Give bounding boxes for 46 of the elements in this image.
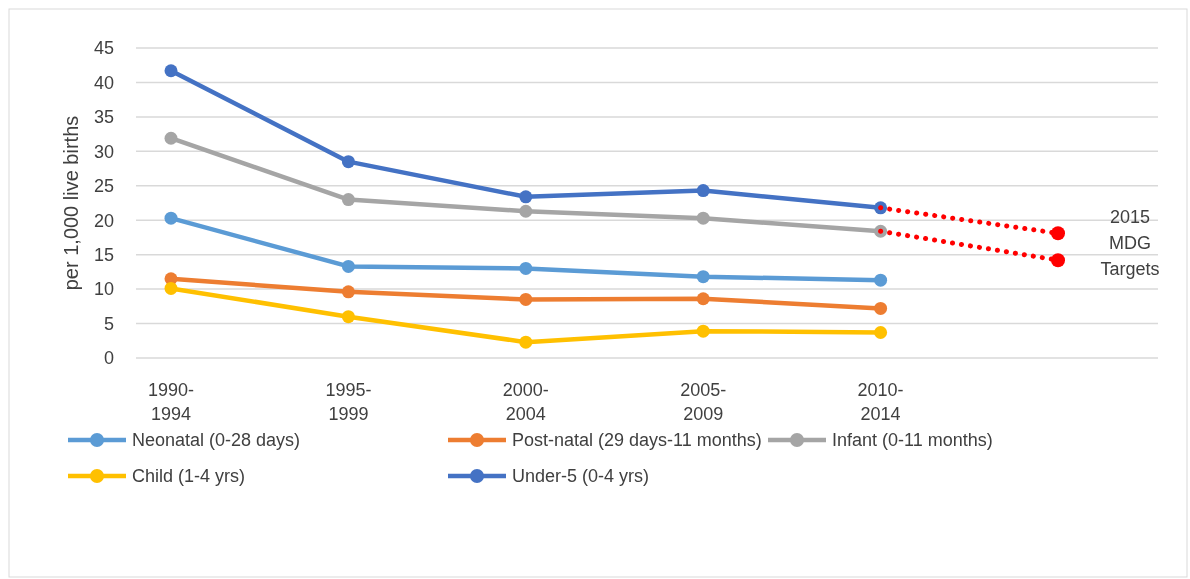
legend-label: Neonatal (0-28 days) (132, 430, 301, 451)
point (341, 285, 355, 299)
y-tick-label: 10 (93, 279, 114, 300)
x-tick-label: 1995-1999 (325, 380, 372, 424)
point (874, 326, 888, 340)
y-tick-label: 35 (93, 107, 114, 128)
point (874, 273, 888, 287)
y-tick-label: 30 (93, 141, 114, 162)
x-tick-label: 2000-2004 (502, 380, 549, 424)
legend-label: Child (1-4 yrs) (132, 466, 246, 487)
y-tick-label: 5 (103, 313, 114, 334)
point (341, 193, 355, 207)
y-tick-label: 25 (93, 176, 114, 197)
point (519, 190, 533, 204)
point (1051, 253, 1065, 268)
annotation: 2015 MDG Targets (1100, 207, 1160, 279)
legend-label: Infant (0-11 months) (832, 430, 993, 451)
point (341, 259, 355, 273)
point (1051, 226, 1065, 241)
point (696, 292, 710, 306)
legend-label: Post-natal (29 days-11 months) (512, 430, 762, 451)
x-tick-label: 1990-1994 (147, 380, 195, 424)
point (874, 301, 888, 315)
y-tick-label: 45 (93, 38, 114, 59)
point (696, 324, 710, 338)
x-tick-label: 2005-2009 (680, 380, 727, 424)
y-tick-label: 15 (93, 244, 114, 265)
point (164, 281, 178, 295)
y-tick-label: 0 (103, 348, 114, 369)
point (696, 211, 710, 225)
point (164, 211, 178, 225)
y-axis-title: per 1,000 live births (60, 115, 82, 291)
point (519, 204, 533, 218)
point (164, 131, 178, 145)
point (696, 270, 710, 284)
point (519, 261, 533, 275)
point (341, 310, 355, 324)
x-tick-label: 2010-2014 (857, 380, 904, 424)
y-tick-label: 20 (93, 210, 114, 231)
point (164, 64, 178, 78)
point (519, 335, 533, 349)
point (519, 292, 533, 306)
y-tick-label: 40 (93, 72, 114, 93)
point (696, 184, 710, 198)
legend-label: Under-5 (0-4 yrs) (512, 466, 650, 487)
point (341, 155, 355, 169)
